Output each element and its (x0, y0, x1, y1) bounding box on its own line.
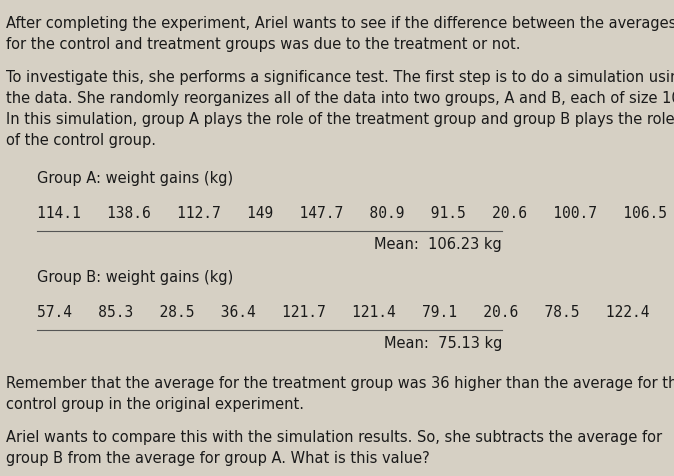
Text: After completing the experiment, Ariel wants to see if the difference between th: After completing the experiment, Ariel w… (7, 16, 674, 51)
Text: Remember that the average for the treatment group was 36 higher than the average: Remember that the average for the treatm… (7, 375, 674, 411)
Text: Mean:  75.13 kg: Mean: 75.13 kg (384, 335, 502, 350)
Text: Group A: weight gains (kg): Group A: weight gains (kg) (37, 171, 233, 186)
Text: Ariel wants to compare this with the simulation results. So, she subtracts the a: Ariel wants to compare this with the sim… (7, 429, 663, 465)
Text: To investigate this, she performs a significance test. The first step is to do a: To investigate this, she performs a sign… (7, 69, 674, 148)
Text: 114.1   138.6   112.7   149   147.7   80.9   91.5   20.6   100.7   106.5: 114.1 138.6 112.7 149 147.7 80.9 91.5 20… (37, 206, 667, 221)
Text: Mean:  106.23 kg: Mean: 106.23 kg (374, 237, 502, 251)
Text: 57.4   85.3   28.5   36.4   121.7   121.4   79.1   20.6   78.5   122.4: 57.4 85.3 28.5 36.4 121.7 121.4 79.1 20.… (37, 305, 649, 320)
Text: Group B: weight gains (kg): Group B: weight gains (kg) (37, 269, 233, 285)
